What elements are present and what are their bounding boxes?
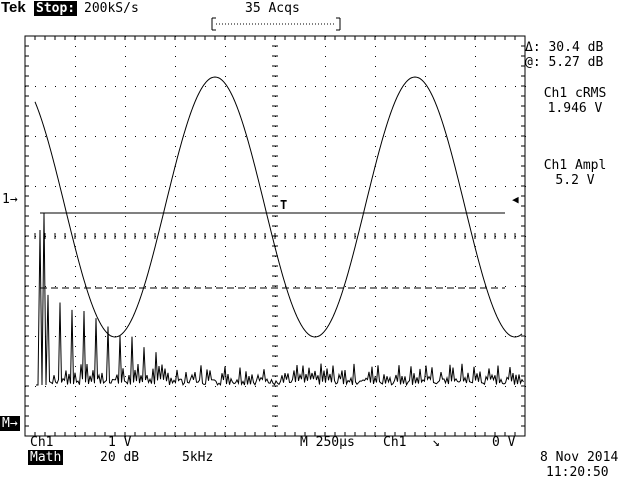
math-marker[interactable]: M→ <box>0 416 20 431</box>
trigger-level-marker[interactable]: ◀ <box>512 193 519 206</box>
ch1-ground-marker[interactable]: 1→ <box>2 192 18 207</box>
ch1-scale: 1 V <box>108 435 132 450</box>
math-fft-trace <box>36 212 524 387</box>
acquisition-count: 35 Acqs <box>245 1 300 16</box>
measurement-label: Ch1 Ampl <box>543 158 607 173</box>
graticule <box>24 35 526 437</box>
cursor-at-readout: @: 5.27 dB <box>525 55 604 70</box>
trigger-source: Ch1 <box>383 435 407 450</box>
cursor-delta-readout: Δ: 30.4 dB <box>525 40 604 55</box>
sample-rate: 200kS/s <box>84 1 139 16</box>
timebase: M 250µs <box>300 435 355 450</box>
run-state: Stop: <box>34 1 78 16</box>
trigger-position-marker: T <box>280 198 288 212</box>
math-scale: 20 dB <box>100 450 140 465</box>
measurement-value: 1.946 V <box>547 101 603 116</box>
brand-logo: Tek <box>1 0 26 16</box>
measurement-value: 5.2 V <box>555 173 595 188</box>
trigger-level-value: 0 V <box>492 435 516 450</box>
measurement-label: Ch1 cRMS <box>543 86 607 101</box>
math-frequency: 5kHz <box>182 450 214 465</box>
ch1-label: Ch1 <box>30 435 54 450</box>
date: 8 Nov 2014 <box>540 450 619 465</box>
time: 11:20:50 <box>546 465 609 480</box>
trigger-slope-icon: ↘ <box>432 435 440 450</box>
record-bracket <box>211 17 341 31</box>
ch1-sine-trace <box>34 76 523 338</box>
math-label: Math <box>28 450 64 465</box>
